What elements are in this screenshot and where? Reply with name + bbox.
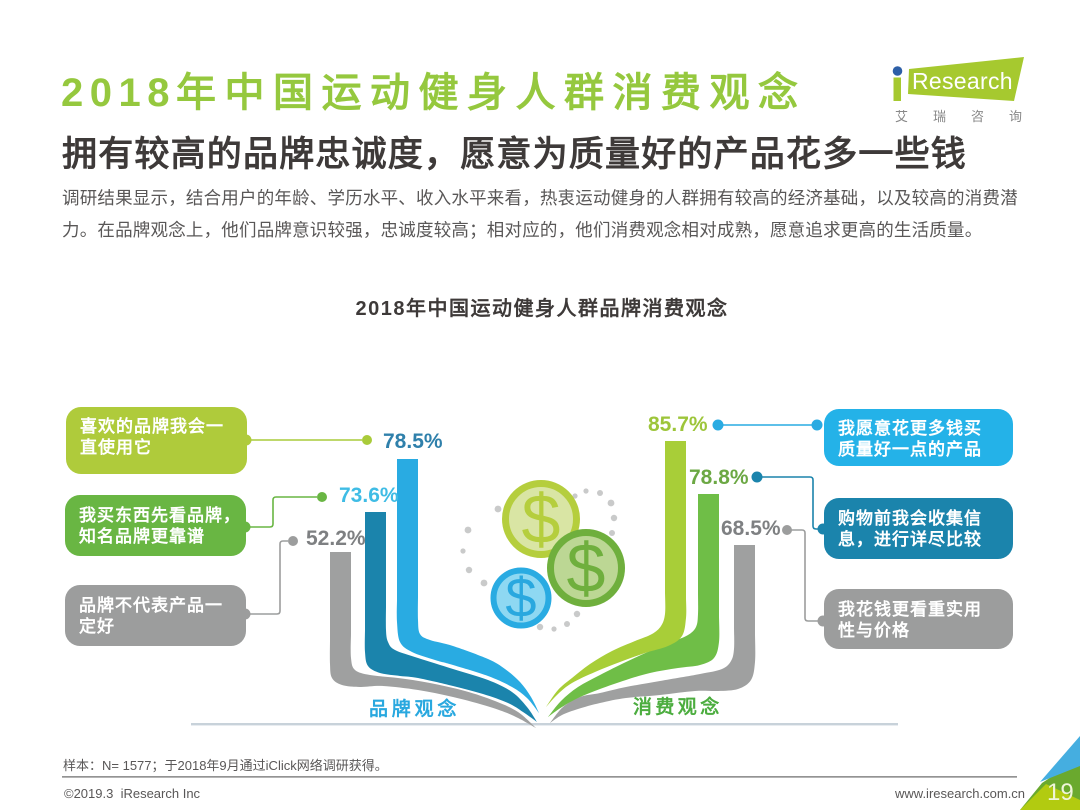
svg-text:Research: Research [912,68,1013,94]
svg-text:$: $ [505,566,536,629]
svg-text:$: $ [522,480,561,558]
svg-text:$: $ [567,529,606,607]
svg-text:19: 19 [1047,779,1074,806]
